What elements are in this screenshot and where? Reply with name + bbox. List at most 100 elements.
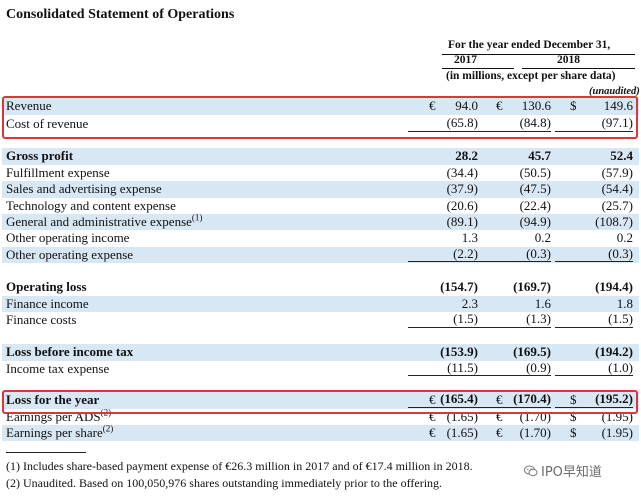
value-cell: (1.3) [471, 311, 551, 328]
value-cell: (165.4) [408, 392, 478, 408]
row-label: General and administrative expense(1) [6, 212, 203, 230]
row-label-text: Income tax expense [6, 360, 110, 376]
year-2017-rule [442, 68, 514, 69]
table-row: Loss before income tax (153.9) (169.5) (194… [2, 344, 639, 361]
value-cell: (89.1) [446, 214, 478, 229]
year-2018-rule [522, 68, 635, 69]
table-row: General and administrative expense(1) (89… [2, 212, 639, 231]
value-cell: (1.65) [446, 425, 478, 440]
watermark: IPO早知道 [520, 461, 606, 480]
row-label-text: Finance costs [6, 312, 77, 327]
row-label-text: Other operating expense [6, 246, 134, 262]
value-cell: (169.5) [513, 344, 551, 360]
row-label-text: Loss for the year [6, 392, 100, 408]
value-cell: (1.5) [555, 311, 633, 328]
footnote-rule [6, 452, 86, 453]
row-label: Other operating income [6, 230, 129, 246]
value-cell: (194.4) [595, 279, 633, 295]
currency-symbol: € [429, 408, 436, 424]
row-label-text: Gross profit [6, 148, 74, 164]
row-label-text: Earnings per share [6, 425, 103, 440]
table-row: Technology and content expense (20.6) (22.… [2, 198, 639, 214]
row-label: Technology and content expense [6, 198, 176, 214]
value-cell: (1.0) [555, 360, 633, 377]
value-cell: (34.4) [446, 164, 478, 180]
currency-symbol: $ [570, 408, 577, 424]
value-cell: (169.7) [513, 279, 551, 295]
highlight-revenue-box [2, 96, 638, 139]
value-cell: (153.9) [440, 344, 478, 360]
currency-symbol: $ [570, 392, 577, 408]
row-label: Loss for the year [6, 392, 99, 408]
currency-symbol: € [496, 98, 503, 114]
value-cell: (54.4) [601, 181, 633, 197]
wechat-icon [524, 465, 538, 477]
currency-symbol: € [429, 392, 436, 408]
value-cell: (97.1) [555, 115, 633, 132]
value-cell: (11.5) [408, 360, 478, 377]
year-2018-header: 2018 [557, 54, 580, 66]
table-row: Sales and advertising expense (37.9) (47.5… [2, 181, 639, 198]
table-row: Other operating income 1.3 0.2 0.2 [2, 230, 639, 246]
value-cell: (47.5) [519, 181, 551, 197]
row-label: Sales and advertising expense [6, 181, 162, 197]
value-cell: 130.6 [521, 98, 551, 114]
row-label: Loss before income tax [6, 344, 133, 360]
value-cell: (50.5) [519, 164, 551, 180]
value-cell: 149.6 [603, 98, 633, 114]
period-header: For the year ended December 31, [448, 39, 611, 51]
currency-symbol: € [496, 408, 503, 424]
table-row: Operating loss (154.7) (169.7) (194.4) [2, 279, 639, 295]
row-label: Finance costs [6, 312, 76, 328]
footnote-ref: (2) [102, 423, 114, 434]
year-2017-header: 2017 [454, 54, 477, 66]
row-label: Finance income [6, 296, 89, 312]
table-row: Finance costs (1.5) (1.3) (1.5) [2, 311, 639, 328]
table-row: Revenue €94.0 €130.6 $149.6 [2, 98, 639, 115]
value-cell: 1.8 [616, 295, 633, 311]
table-row: Gross profit 28.2 45.7 52.4 [2, 148, 639, 165]
row-label-text: Cost of revenue [6, 116, 89, 131]
value-cell: (20.6) [446, 197, 478, 213]
table-row: Earnings per share(2) € (1.65) € (1.70) $ (1.9… [2, 423, 639, 442]
table-row: Other operating expense (2.2) (0.3) (0.3) [2, 246, 639, 264]
table-row: Finance income 2.3 1.6 1.8 [2, 295, 639, 312]
value-cell: 28.2 [455, 148, 478, 164]
currency-symbol: $ [570, 425, 577, 440]
value-cell: (170.4) [471, 392, 551, 408]
table-row: Loss for the year € (165.4) € (170.4) $ (195.2… [2, 392, 639, 409]
value-cell: 1.6 [534, 295, 551, 311]
document-title: Consolidated Statement of Operations [6, 7, 235, 22]
row-label: Cost of revenue [6, 116, 88, 132]
value-cell: (0.3) [471, 246, 551, 263]
value-cell: 0.2 [534, 230, 551, 246]
row-label-text: Technology and content expense [6, 197, 176, 213]
value-cell: 52.4 [610, 148, 633, 164]
row-label-text: Fulfillment expense [6, 164, 110, 180]
value-cell: 2.3 [461, 295, 478, 311]
value-cell: (94.9) [519, 214, 551, 229]
footnote-ref: (1) [191, 212, 203, 223]
currency-symbol: € [496, 425, 503, 440]
row-label: Fulfillment expense [6, 165, 110, 181]
value-cell: (25.7) [601, 197, 633, 213]
table-row: Cost of revenue (65.8) (84.8) (97.1) [2, 115, 639, 132]
value-cell: (65.8) [408, 115, 478, 132]
value-cell: (1.70) [519, 425, 551, 440]
value-cell: (108.7) [595, 214, 633, 229]
units-header: (in millions, except per share data) [446, 70, 616, 82]
value-cell: (195.2) [555, 392, 633, 408]
value-cell: (154.7) [440, 279, 478, 295]
row-label-text: General and administrative expense [6, 214, 192, 229]
period-rule [442, 54, 635, 55]
watermark-text: IPO早知道 [541, 465, 602, 480]
row-label-text: Loss before income tax [6, 344, 134, 360]
row-label-text: Sales and advertising expense [6, 181, 162, 197]
value-cell: (1.95) [601, 425, 633, 440]
value-cell: (57.9) [601, 164, 633, 180]
row-label: Gross profit [6, 148, 73, 164]
table-row: Fulfillment expense (34.4) (50.5) (57.9) [2, 165, 639, 181]
value-cell: 0.2 [616, 230, 633, 246]
currency-symbol: € [429, 425, 436, 440]
value-cell: (0.9) [471, 360, 551, 377]
